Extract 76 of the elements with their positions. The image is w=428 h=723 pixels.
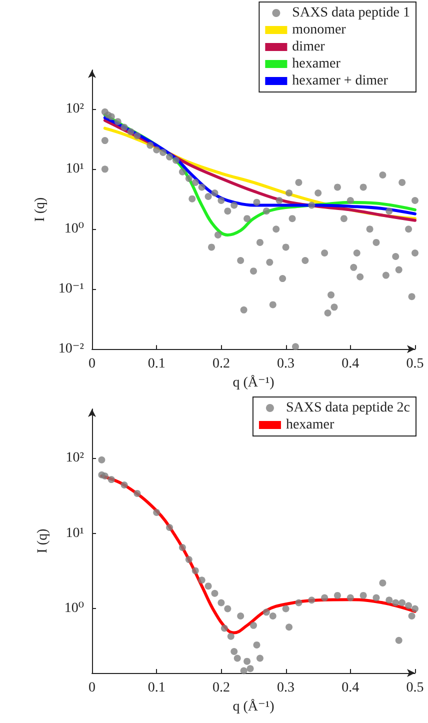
y-axis-title: I (q) xyxy=(36,528,50,554)
point xyxy=(398,599,406,606)
point xyxy=(360,592,367,599)
y-tick-label: 10² xyxy=(66,102,84,117)
point xyxy=(295,599,302,606)
point xyxy=(178,544,186,552)
point xyxy=(334,592,341,599)
point xyxy=(240,667,248,674)
point xyxy=(101,472,108,480)
point xyxy=(412,605,418,612)
point xyxy=(256,654,264,662)
point xyxy=(253,641,260,648)
point xyxy=(386,596,393,604)
legend-label: SAXS data peptide 2c xyxy=(286,400,410,416)
y-tick-label: 10⁻¹ xyxy=(58,282,84,297)
point xyxy=(392,599,400,606)
point xyxy=(244,658,251,665)
point xyxy=(379,579,386,586)
point xyxy=(262,608,270,616)
y-axis-title: I (q) xyxy=(33,196,48,222)
point xyxy=(282,605,290,612)
legend-label: hexamer xyxy=(292,56,341,72)
x-tick-label: 0.2 xyxy=(212,680,230,696)
point xyxy=(246,665,254,672)
point xyxy=(166,524,174,531)
y-tick-label: 10⁰ xyxy=(64,601,84,616)
point xyxy=(395,636,402,644)
point xyxy=(321,594,328,602)
point xyxy=(372,594,380,602)
x-tick-label: 0.3 xyxy=(277,356,295,372)
legend-label: hexamer xyxy=(286,418,334,432)
legend-label: dimer xyxy=(292,40,326,54)
legend-label: hexamer + dimer xyxy=(292,74,388,88)
point xyxy=(227,632,234,640)
point xyxy=(120,482,128,489)
point xyxy=(346,594,354,602)
point xyxy=(134,490,141,497)
point xyxy=(269,612,276,620)
point xyxy=(234,654,241,662)
x-axis-title: q (Å⁻¹) xyxy=(232,698,275,714)
x-tick-label: 0.1 xyxy=(148,680,166,696)
point xyxy=(230,648,238,656)
x-tick-label: 0.3 xyxy=(277,680,295,696)
y-tick-label: 10² xyxy=(66,450,84,466)
x-tick-label: 0.5 xyxy=(406,680,424,696)
x-tick-label: 0 xyxy=(88,680,96,696)
point xyxy=(153,508,160,516)
point xyxy=(185,556,192,564)
x-tick-label: 0.4 xyxy=(342,680,360,696)
x-tick-label: 0.4 xyxy=(342,356,360,372)
point xyxy=(308,596,316,604)
x-tick-label: 0.5 xyxy=(406,356,424,372)
x-tick-label: 0.1 xyxy=(148,356,166,372)
legend-label: monomer xyxy=(292,22,346,38)
point xyxy=(408,612,416,620)
point xyxy=(220,624,228,632)
x-axis-title: q (Å⁻¹) xyxy=(232,374,275,390)
point xyxy=(250,622,257,629)
y-tick-label: 10¹ xyxy=(66,526,84,541)
y-tick-label: 10⁰ xyxy=(64,222,84,237)
point xyxy=(198,576,206,584)
point xyxy=(204,582,212,590)
y-tick-label: 10⁻² xyxy=(58,342,84,357)
y-tick-label: 10¹ xyxy=(66,162,84,177)
point xyxy=(286,624,293,631)
point xyxy=(98,456,106,464)
x-tick-label: 0.2 xyxy=(212,356,230,372)
point xyxy=(108,476,115,484)
point xyxy=(211,590,218,597)
x-tick-label: 0 xyxy=(88,356,96,372)
point xyxy=(237,612,244,620)
point xyxy=(405,602,412,610)
point xyxy=(218,599,225,606)
legend-label: SAXS data peptide 1 xyxy=(292,6,410,20)
point xyxy=(224,605,232,612)
point xyxy=(192,567,199,574)
